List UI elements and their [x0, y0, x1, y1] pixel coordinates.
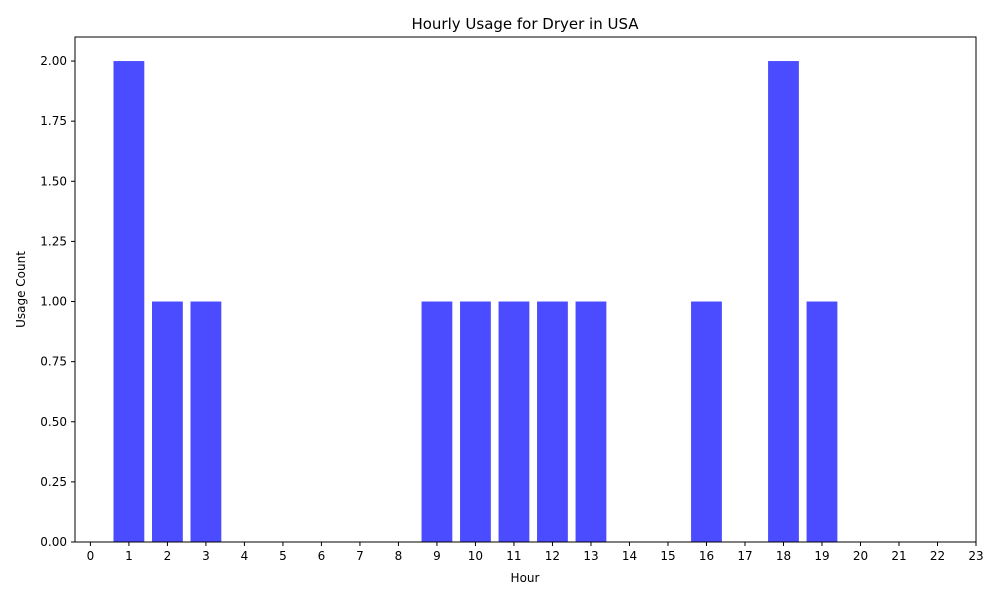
x-tick-label: 8 — [395, 549, 403, 563]
bar-hour-10 — [460, 301, 491, 542]
bar-hour-16 — [691, 301, 722, 542]
bar-hour-13 — [575, 301, 607, 542]
x-tick-label: 13 — [583, 549, 598, 563]
y-tick-label: 1.25 — [40, 234, 67, 248]
bar-hour-9 — [421, 301, 453, 542]
x-tick-label: 19 — [814, 549, 829, 563]
bar-hour-18 — [768, 61, 799, 543]
x-tick-label: 1 — [125, 549, 133, 563]
y-tick-label: 1.75 — [40, 114, 67, 128]
bar-hour-11 — [498, 301, 530, 542]
y-tick-label: 2.00 — [40, 54, 67, 68]
y-tick-label: 1.00 — [40, 295, 67, 309]
x-tick-label: 3 — [202, 549, 210, 563]
x-tick-label: 21 — [891, 549, 906, 563]
x-tick-label: 16 — [699, 549, 714, 563]
x-tick-label: 2 — [164, 549, 172, 563]
bar-hour-1 — [113, 61, 145, 543]
x-tick-label: 0 — [87, 549, 95, 563]
y-tick-label: 0.25 — [40, 475, 67, 489]
y-tick-label: 1.50 — [40, 174, 67, 188]
x-tick-label: 7 — [356, 549, 364, 563]
x-axis-label: Hour — [511, 571, 540, 585]
x-tick-label: 10 — [468, 549, 483, 563]
x-tick-label: 18 — [776, 549, 791, 563]
chart-title: Hourly Usage for Dryer in USA — [411, 15, 639, 33]
bars-group — [113, 61, 838, 543]
y-tick-label: 0.75 — [40, 355, 67, 369]
y-tick-label: 0.50 — [40, 415, 67, 429]
x-tick-label: 22 — [930, 549, 945, 563]
x-tick-label: 20 — [853, 549, 868, 563]
y-axis-label: Usage Count — [14, 251, 28, 328]
x-tick-label: 14 — [622, 549, 637, 563]
x-tick-label: 11 — [506, 549, 521, 563]
bar-hour-2 — [152, 301, 183, 542]
x-tick-label: 9 — [433, 549, 441, 563]
y-axis-ticks: 0.00 0.25 0.50 0.75 1.00 1.25 1.50 1.75 2.00 — [40, 54, 75, 549]
x-tick-label: 5 — [279, 549, 287, 563]
bar-hour-19 — [806, 301, 838, 542]
x-tick-label: 23 — [968, 549, 983, 563]
x-axis-ticks: 0 1 2 3 4 5 6 7 8 9 10 11 12 13 14 15 16 17 18 19 20 21 22 23 — [87, 542, 984, 563]
x-tick-label: 15 — [660, 549, 675, 563]
x-tick-label: 6 — [318, 549, 326, 563]
x-tick-label: 4 — [241, 549, 249, 563]
x-tick-label: 17 — [737, 549, 752, 563]
bar-hour-3 — [190, 301, 222, 542]
bar-hour-12 — [537, 301, 568, 542]
y-tick-label: 0.00 — [40, 535, 67, 549]
x-tick-label: 12 — [545, 549, 560, 563]
plot-frame — [74, 36, 977, 543]
